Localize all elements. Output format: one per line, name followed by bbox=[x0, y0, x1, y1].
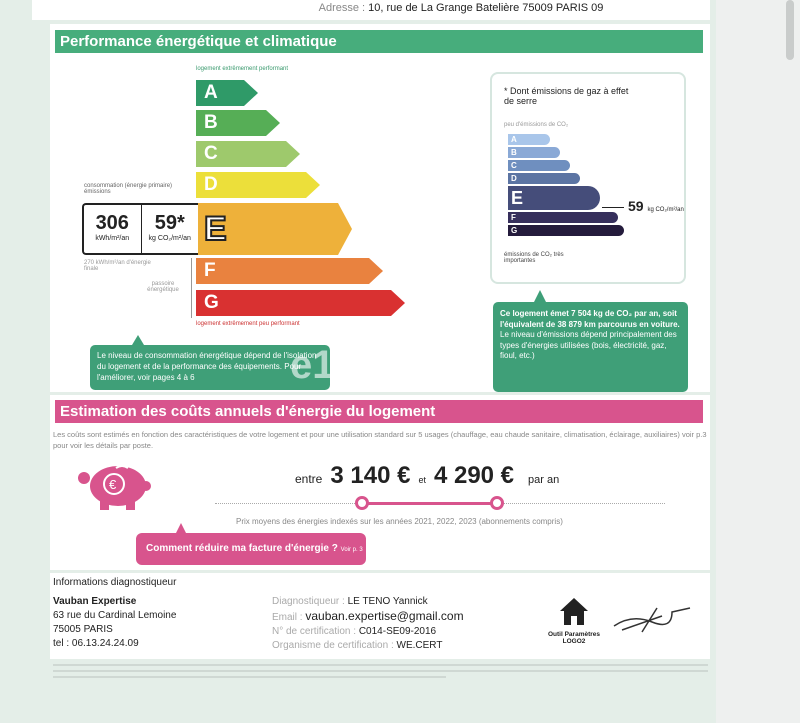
diagnostician-field: Organisme de certification : WE.CERT bbox=[272, 640, 443, 651]
consumption-label: consommation (énergie primaire) émission… bbox=[84, 183, 173, 195]
company-info: Vauban Expertise 63 rue du Cardinal Lemoi… bbox=[53, 596, 177, 649]
diagnostician-field: Diagnostiqueur : LE TENO Yannick bbox=[272, 596, 428, 607]
address-line: Adresse : 10, rue de La Grange Batelière… bbox=[32, 0, 710, 20]
value-box: 306 kWh/m²/an 59* kg CO₂/m²/an bbox=[82, 203, 198, 255]
energy-callout: Le niveau de consommation énergétique dé… bbox=[90, 345, 330, 390]
diagnostician-section bbox=[50, 573, 710, 659]
final-energy: 270 kWh/m²/an d'énergie finale bbox=[84, 260, 151, 272]
energy-class-g: G bbox=[196, 290, 405, 316]
svg-text:€: € bbox=[109, 477, 117, 492]
energy-class-f: F bbox=[196, 258, 383, 284]
address-value: 10, rue de La Grange Batelière 75009 PAR… bbox=[368, 2, 604, 14]
watermark: e1 bbox=[290, 343, 335, 387]
energy-class-a: A bbox=[196, 80, 258, 106]
energy-class-d: D bbox=[196, 172, 320, 198]
legal-fine-print bbox=[53, 662, 708, 678]
ges-class-f: F bbox=[508, 212, 618, 223]
house-icon bbox=[560, 598, 588, 625]
diagnostician-field: N° de certification : C014-SE09-2016 bbox=[272, 626, 437, 637]
range-max-dot bbox=[490, 496, 504, 510]
consumption-value: 306 bbox=[95, 212, 129, 234]
ges-class-c: C bbox=[508, 160, 570, 171]
ges-callout-pointer bbox=[534, 290, 546, 302]
logo2-logo: Outil Paramètres LOGO2 bbox=[546, 596, 602, 645]
ges-class-a: A bbox=[508, 134, 550, 145]
piggy-bank-icon: € bbox=[76, 460, 152, 515]
callout-pointer bbox=[132, 335, 144, 345]
diagnostician-fields: Diagnostiqueur : LE TENO Yannick Email : … bbox=[272, 595, 464, 653]
ges-class-e: E bbox=[508, 186, 600, 210]
diagnostician-heading: Informations diagnostiqueur bbox=[53, 577, 177, 588]
energy-class-b: B bbox=[196, 110, 280, 136]
passoire-label: passoire énergétique bbox=[147, 281, 179, 293]
right-margin bbox=[716, 0, 800, 723]
cost-range: entre 3 140 € et 4 290 € par an bbox=[295, 462, 560, 489]
diagnostician-field: Email : vauban.expertise@gmail.com bbox=[272, 609, 464, 623]
range-min-dot bbox=[355, 496, 369, 510]
emissions-value: 59* bbox=[154, 212, 185, 234]
costs-description: Les coûts sont estimés en fonction des c… bbox=[53, 430, 707, 450]
passoire-divider bbox=[191, 258, 192, 318]
cost-min: 3 140 € bbox=[330, 462, 411, 489]
signature bbox=[612, 604, 692, 639]
reduce-bill-link[interactable]: Comment réduire ma facture d'énergie ? V… bbox=[136, 533, 366, 565]
scrollbar[interactable] bbox=[786, 0, 794, 60]
ges-callout: Ce logement émet 7 504 kg de CO₂ par an,… bbox=[493, 302, 688, 392]
ges-class-g: G bbox=[508, 225, 624, 236]
top-label: logement extrêmement performant bbox=[196, 66, 289, 72]
range-fill bbox=[362, 502, 497, 505]
ges-box: * Dont émissions de gaz à effet de serre… bbox=[490, 72, 686, 284]
cost-max: 4 290 € bbox=[433, 462, 515, 489]
prices-note: Prix moyens des énergies indexés sur les… bbox=[236, 517, 563, 526]
costs-title: Estimation des coûts annuels d'énergie d… bbox=[55, 400, 703, 423]
performance-title: Performance énergétique et climatique bbox=[55, 30, 703, 53]
ges-value: 59 kg CO₂/m²/an bbox=[628, 198, 684, 214]
energy-class-c: C bbox=[196, 141, 300, 167]
energy-class-e: E bbox=[196, 203, 352, 255]
bottom-label: logement extrêmement peu performant bbox=[196, 321, 300, 327]
pink-pointer bbox=[176, 523, 186, 533]
ges-class-b: B bbox=[508, 147, 560, 158]
ges-class-d: D bbox=[508, 173, 580, 184]
ges-pointer-line bbox=[602, 207, 624, 208]
